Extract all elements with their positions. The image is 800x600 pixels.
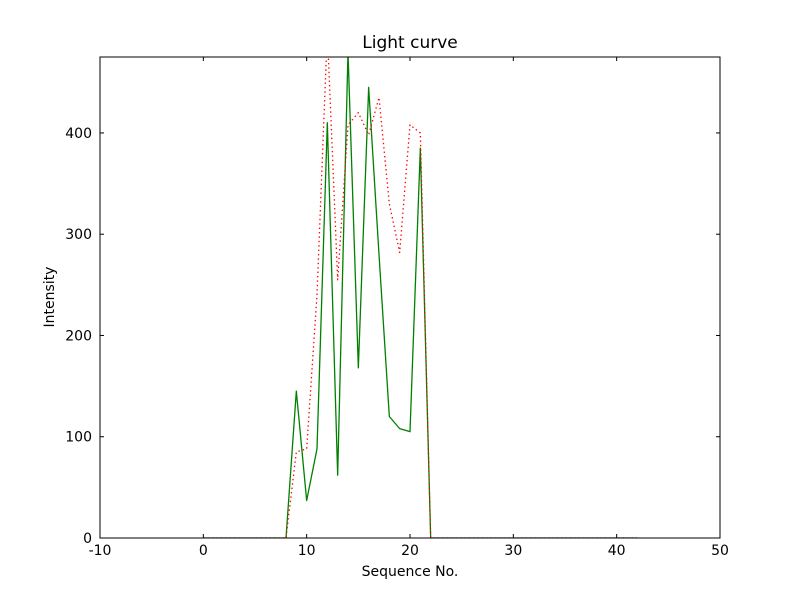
x-tick-label: 0	[199, 543, 208, 559]
y-tick-label: 0	[83, 531, 92, 547]
x-tick-label: 20	[401, 543, 419, 559]
y-axis-label: Intensity	[42, 266, 58, 328]
x-tick-label: 50	[711, 543, 729, 559]
x-tick-label: 10	[298, 543, 316, 559]
series-green-solid	[203, 57, 638, 538]
x-tick-label: -10	[89, 543, 112, 559]
chart-title: Light curve	[362, 33, 458, 53]
x-tick-label: 30	[504, 543, 522, 559]
x-tick-label: 40	[608, 543, 626, 559]
axis-frame	[99, 56, 721, 539]
y-tick-label: 400	[65, 126, 92, 142]
series-red-dotted	[203, 57, 638, 538]
y-tick-label: 100	[65, 430, 92, 446]
x-axis-label: Sequence No.	[361, 564, 459, 580]
y-tick-label: 300	[65, 227, 92, 243]
y-tick-label: 200	[65, 328, 92, 344]
